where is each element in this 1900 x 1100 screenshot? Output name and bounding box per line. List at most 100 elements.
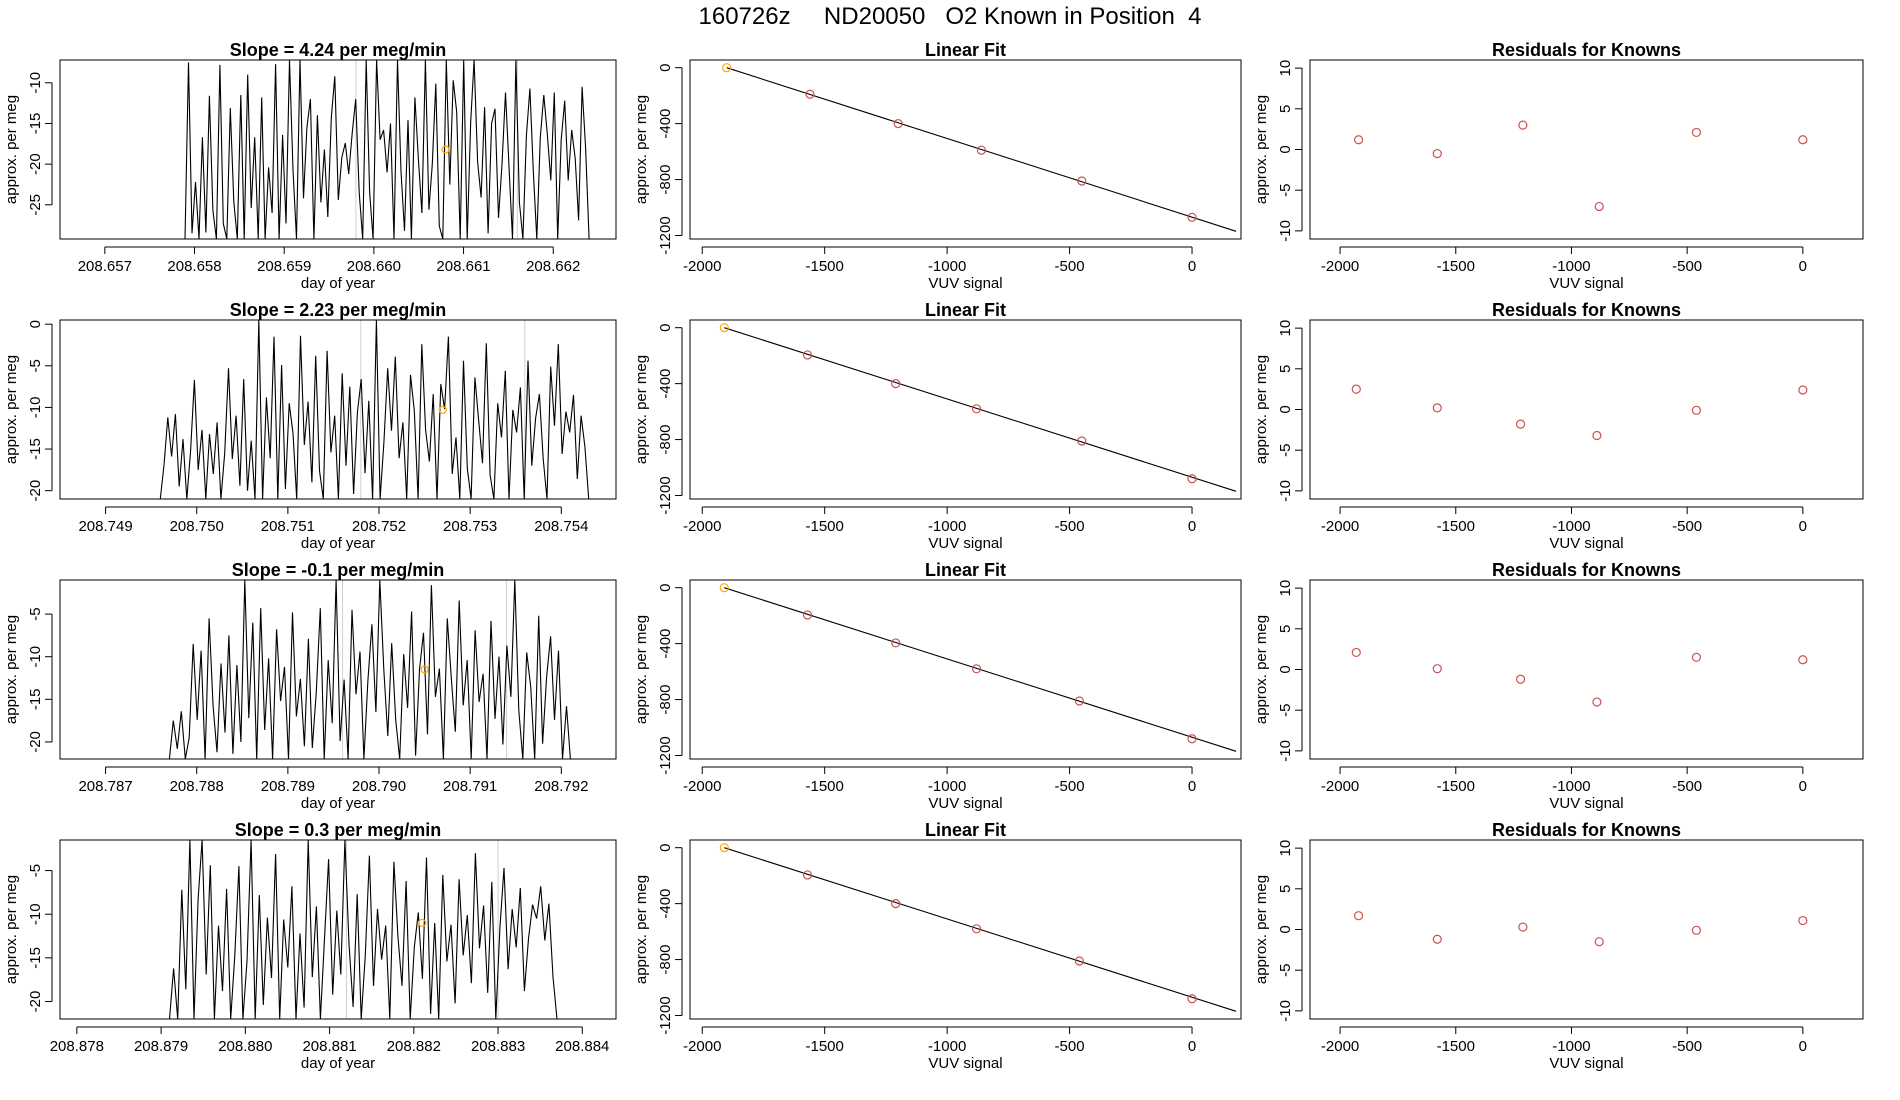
- data-point: [1798, 655, 1808, 665]
- y-axis-label: approx. per meg: [1253, 875, 1270, 984]
- panel-title: Residuals for Knowns: [1492, 560, 1681, 580]
- data-point: [1077, 176, 1087, 186]
- y-tick-label: 0: [1277, 665, 1294, 673]
- y-axis-label: approx. per meg: [3, 615, 20, 724]
- panel-r2c3: -2000 -1500 -1000 -500 0 -10 -5 0 5 10 Residuals f…: [1253, 300, 1864, 552]
- data-point: [1187, 212, 1197, 222]
- x-tick-label: -1500: [1437, 778, 1475, 795]
- data-point: [1691, 405, 1702, 415]
- plot-area: [1351, 384, 1808, 441]
- y-tick-label: -1200: [657, 216, 674, 254]
- data-point: [1515, 419, 1526, 429]
- y-tick-label: -5: [27, 359, 44, 372]
- x-tick-label: 0: [1188, 518, 1196, 535]
- plot-area: [60, 840, 558, 1019]
- y-tick-label: -10: [1277, 480, 1294, 502]
- data-point: [719, 323, 729, 333]
- panel-title: Slope = 2.23 per meg/min: [230, 300, 447, 320]
- y-tick-label: -10: [27, 646, 44, 668]
- plot-frame: [1309, 839, 1864, 1020]
- data-point: [802, 350, 813, 360]
- y-tick-label: 0: [1277, 925, 1294, 933]
- data-point: [891, 899, 901, 909]
- x-axis-label: day of year: [301, 1055, 375, 1072]
- data-point: [1074, 956, 1084, 966]
- plot-frame: [59, 319, 617, 500]
- x-tick-label: -1500: [1437, 518, 1475, 535]
- x-tick-label: 208.749: [78, 518, 132, 535]
- y-tick-label: -20: [27, 991, 44, 1013]
- signal-trace: [60, 840, 558, 1019]
- x-tick-label: -2000: [1321, 518, 1359, 535]
- panel-r1c2: -2000 -1500 -1000 -500 0 -1200 -800 -400 0 Linear…: [633, 40, 1242, 292]
- data-point: [1798, 915, 1808, 926]
- data-point: [1518, 922, 1528, 932]
- x-axis-label: VUV signal: [1549, 275, 1623, 292]
- x-axis-label: day of year: [301, 535, 375, 552]
- data-point: [1187, 474, 1197, 484]
- data-point: [719, 843, 729, 853]
- plot-frame: [689, 319, 1242, 500]
- y-axis-label: approx. per meg: [1253, 615, 1270, 724]
- y-tick-label: 0: [657, 64, 674, 72]
- plot-area: [60, 580, 571, 759]
- panel-title: Residuals for Knowns: [1492, 820, 1681, 840]
- data-point: [971, 404, 982, 414]
- x-axis-label: VUV signal: [1549, 1055, 1623, 1072]
- y-axis-label: approx. per meg: [3, 875, 20, 984]
- y-tick-label: 5: [1277, 365, 1294, 373]
- data-point: [1592, 697, 1602, 707]
- y-tick-label: -15: [27, 947, 44, 969]
- x-tick-label: -2000: [683, 1038, 721, 1055]
- y-axis-label: approx. per meg: [633, 615, 650, 724]
- y-tick-label: -15: [27, 113, 44, 135]
- data-point: [1432, 148, 1442, 159]
- data-point: [1691, 652, 1702, 662]
- x-tick-label: -500: [1055, 518, 1085, 535]
- x-tick-label: 208.881: [302, 1038, 356, 1055]
- x-tick-label: -1500: [806, 778, 844, 795]
- x-tick-label: -1500: [806, 518, 844, 535]
- x-tick-label: -500: [1672, 778, 1702, 795]
- data-point: [891, 379, 901, 389]
- x-tick-label: -1500: [1437, 258, 1475, 275]
- data-point: [1432, 664, 1442, 674]
- mean-marker: [418, 918, 427, 928]
- panel-title: Linear Fit: [925, 560, 1006, 580]
- x-tick-label: -1500: [806, 258, 844, 275]
- data-point: [1515, 674, 1526, 684]
- signal-trace: [60, 580, 571, 759]
- x-tick-label: -1000: [928, 518, 966, 535]
- y-tick-label: -10: [1277, 220, 1294, 242]
- y-tick-label: -10: [27, 72, 44, 94]
- y-tick-label: -25: [27, 194, 44, 216]
- data-point: [1594, 937, 1604, 947]
- panel-r1c3: -2000 -1500 -1000 -500 0 -10 -5 0 5 10 Residuals f…: [1253, 40, 1864, 292]
- plot-area: [1353, 120, 1808, 212]
- panel-r4c3: -2000 -1500 -1000 -500 0 -10 -5 0 5 10 Residuals f…: [1253, 820, 1864, 1072]
- plot-frame: [59, 579, 617, 760]
- y-tick-label: 0: [27, 320, 44, 328]
- page-title: 160726z ND20050 O2 Known in Position 4: [698, 3, 1202, 30]
- data-point: [722, 63, 732, 73]
- data-point: [1518, 120, 1528, 130]
- y-axis-label: approx. per meg: [1253, 355, 1270, 464]
- plot-area: [719, 583, 1237, 752]
- x-tick-label: -1000: [1552, 258, 1590, 275]
- data-point: [893, 119, 903, 129]
- x-tick-label: 0: [1799, 518, 1807, 535]
- plot-frame: [1309, 59, 1864, 240]
- y-tick-label: 10: [1277, 580, 1294, 597]
- x-tick-label: 208.659: [257, 258, 311, 275]
- y-tick-label: -10: [27, 397, 44, 419]
- x-tick-label: 208.751: [261, 518, 315, 535]
- x-tick-label: 208.660: [347, 258, 401, 275]
- data-point: [1432, 934, 1442, 944]
- y-tick-label: 5: [1277, 625, 1294, 633]
- plot-frame: [689, 579, 1242, 760]
- y-tick-label: 10: [1277, 60, 1294, 77]
- y-tick-label: -400: [657, 889, 674, 919]
- x-tick-label: 0: [1799, 258, 1807, 275]
- x-tick-label: 208.879: [134, 1038, 188, 1055]
- x-tick-label: -1500: [806, 1038, 844, 1055]
